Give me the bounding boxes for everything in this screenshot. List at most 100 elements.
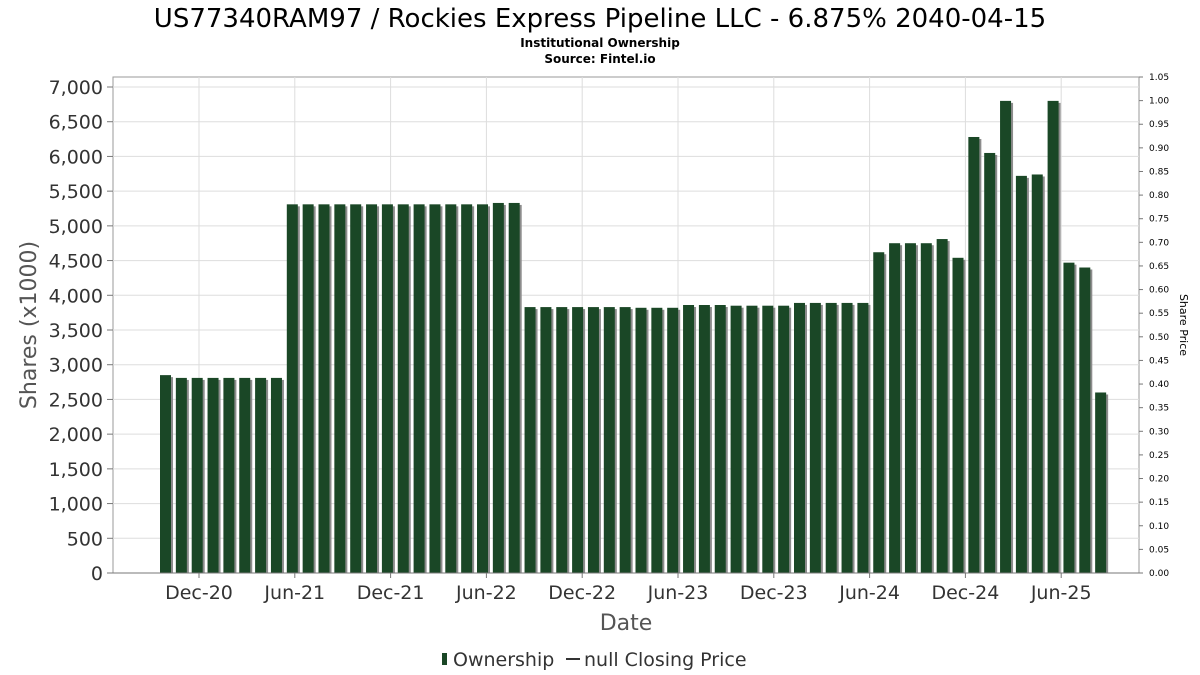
bar <box>873 252 885 574</box>
legend-ownership: Ownership <box>453 649 554 671</box>
chart-title: US77340RAM97 / Rockies Express Pipeline … <box>154 4 1046 34</box>
bar <box>160 375 171 573</box>
x-tick-label: Dec-21 <box>357 582 425 604</box>
y-tick-label: 1,000 <box>49 494 103 516</box>
y-tick-label: 4,500 <box>49 251 103 273</box>
bar <box>540 307 552 573</box>
y-tick-label: 6,500 <box>49 112 103 134</box>
y2-tick-label: 0.70 <box>1149 238 1169 248</box>
bar <box>492 202 504 573</box>
y-tick-label: 5,500 <box>49 181 103 203</box>
x-tick-label: Jun-23 <box>647 582 709 604</box>
y-tick-label: 500 <box>67 528 103 550</box>
bar <box>841 302 853 573</box>
bar <box>857 302 869 573</box>
y-tick-label: 5,000 <box>49 216 103 238</box>
bar <box>619 307 631 573</box>
x-tick-label: Jun-22 <box>455 582 517 604</box>
bar <box>1079 267 1091 573</box>
bar <box>714 305 726 573</box>
y2-tick-label: 0.40 <box>1149 380 1169 390</box>
bar <box>904 243 916 573</box>
bar <box>1047 100 1059 573</box>
bar <box>318 204 330 573</box>
bar <box>239 377 251 573</box>
bar <box>603 307 615 573</box>
bar <box>556 307 568 573</box>
bar <box>1015 175 1027 573</box>
y2-tick-label: 0.45 <box>1149 356 1169 366</box>
y2-axis-label: Share Price <box>1177 294 1190 356</box>
x-tick-label: Jun-21 <box>263 582 325 604</box>
bar <box>334 204 346 573</box>
bars <box>160 100 1109 574</box>
chart-subtitle: Institutional Ownership <box>520 36 680 50</box>
x-tick-label: Dec-23 <box>740 582 808 604</box>
y2-tick-label: 0.05 <box>1149 545 1169 555</box>
y2-tick-label: 0.35 <box>1149 404 1169 414</box>
y2-tick-label: 1.05 <box>1149 73 1169 83</box>
x-tick-label: Dec-22 <box>548 582 616 604</box>
bar <box>508 202 520 573</box>
x-tick-label: Dec-20 <box>165 582 233 604</box>
x-axis-label: Date <box>600 611 653 636</box>
bar <box>968 136 980 573</box>
y-tick-label: 3,000 <box>49 355 103 377</box>
bar <box>984 152 996 573</box>
bar <box>1095 392 1107 573</box>
y-tick-label: 3,500 <box>49 320 103 342</box>
y2-tick-label: 0.90 <box>1149 144 1169 154</box>
y-tick-label: 2,500 <box>49 389 103 411</box>
x-tick-label: Jun-25 <box>1030 582 1092 604</box>
y2-axis-ticks: 0.00 0.05 0.10 0.15 0.20 0.25 0.30 0.35 0.40 0.45… <box>1139 73 1169 579</box>
bar <box>572 307 584 573</box>
bar <box>778 305 790 573</box>
y2-tick-label: 0.20 <box>1149 475 1169 485</box>
y2-tick-label: 0.10 <box>1149 522 1169 532</box>
legend-swatch-ownership <box>442 653 447 665</box>
y-tick-label: 1,500 <box>49 459 103 481</box>
bar <box>223 377 235 573</box>
y2-tick-label: 0.50 <box>1149 333 1169 343</box>
x-tick-label: Jun-24 <box>838 582 900 604</box>
bar <box>667 307 679 573</box>
x-tick-label: Dec-24 <box>931 582 999 604</box>
bar <box>651 307 663 573</box>
y2-tick-label: 0.65 <box>1149 262 1169 272</box>
y2-tick-label: 0.85 <box>1149 167 1169 177</box>
bar <box>397 204 409 573</box>
bar <box>207 377 219 573</box>
bar <box>381 204 393 573</box>
bar <box>270 377 282 573</box>
y2-tick-label: 0.00 <box>1149 569 1169 579</box>
y2-tick-label: 1.00 <box>1149 97 1169 107</box>
y-axis-label: Shares (x1000) <box>17 241 42 409</box>
y2-tick-label: 0.80 <box>1149 191 1169 201</box>
bar <box>698 305 710 573</box>
bar <box>445 204 457 573</box>
chart-source: Source: Fintel.io <box>544 52 655 66</box>
bar <box>920 243 932 573</box>
bar <box>809 302 821 573</box>
bar <box>1031 174 1043 574</box>
bar <box>302 204 314 573</box>
bar <box>413 204 425 573</box>
y-tick-label: 4,000 <box>49 285 103 307</box>
y-tick-label: 0 <box>91 563 103 585</box>
y2-tick-label: 0.15 <box>1149 498 1169 508</box>
bar <box>1000 100 1012 573</box>
bar <box>825 302 837 573</box>
y-tick-label: 7,000 <box>49 77 103 99</box>
y2-tick-label: 0.60 <box>1149 286 1169 296</box>
bar <box>889 243 901 573</box>
bar <box>350 204 362 573</box>
y2-tick-label: 0.75 <box>1149 215 1169 225</box>
bar <box>366 204 378 573</box>
legend: Ownership null Closing Price <box>442 649 747 671</box>
bar <box>429 204 441 573</box>
bar <box>587 307 599 573</box>
bar <box>477 204 488 573</box>
bar <box>794 302 805 573</box>
bar <box>1063 262 1075 573</box>
